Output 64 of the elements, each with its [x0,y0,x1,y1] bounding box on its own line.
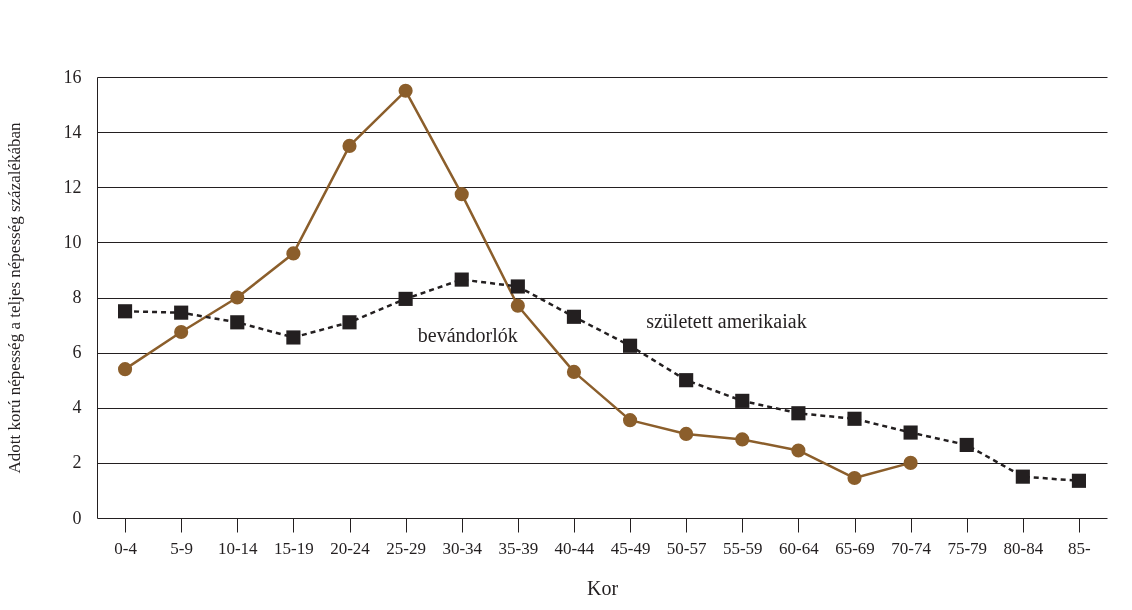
x-tick-label: 50-57 [666,538,707,558]
x-tick-label: 55-59 [722,538,763,558]
point [342,138,357,153]
point [117,362,133,377]
x-tick-label: 60-64 [779,538,820,558]
point [117,304,133,319]
x-tick-label: 40-44 [554,538,595,558]
point [679,426,694,441]
x-tick-label: 65-69 [835,538,875,558]
y-tick-label: 16 [63,66,82,87]
x-tick-label: 45-49 [610,538,651,558]
point [1015,469,1030,484]
y-axis-title: Adott korú népesség a teljes népesség százalékában [4,121,24,474]
point [847,411,862,426]
point [566,364,582,379]
point [398,291,413,306]
y-tick-label: 2 [72,452,82,473]
point [1071,473,1087,488]
point [903,455,918,470]
point [735,393,750,408]
point [454,272,469,287]
point [791,406,806,421]
point [230,315,245,330]
x-tick-label: 35-39 [498,538,539,558]
point [959,437,974,453]
series-label: bevándorlók [417,323,518,346]
point [342,315,357,330]
x-tick-label: 70-74 [891,538,932,558]
point [679,373,694,388]
point [622,413,638,428]
point [735,432,750,447]
y-tick-label: 10 [63,231,82,252]
x-tick-label: 0-4 [114,538,138,558]
y-tick-label: 4 [72,397,82,418]
y-tick-label: 0 [72,507,82,528]
y-tick-label: 14 [63,121,82,142]
x-tick-label: 80-84 [1003,538,1044,558]
point [398,83,413,98]
x-tick-label: 85- [1068,538,1092,558]
point [622,338,638,353]
x-tick-label: 30-34 [442,538,483,558]
point [791,443,806,458]
y-tick-label: 6 [72,342,82,363]
y-tick-label: 12 [63,176,82,197]
x-tick-label: 20-24 [330,538,371,558]
x-tick-label: 10-14 [217,538,259,558]
x-tick-label: 5-9 [170,538,193,558]
point [174,305,189,320]
point [454,187,469,202]
point [847,470,862,486]
x-tick-label: 25-29 [386,538,426,558]
x-axis-title: Kor [586,576,619,599]
x-tick-label: 75-79 [947,538,988,558]
point [903,425,918,440]
point [510,279,525,294]
point [286,246,301,261]
y-tick-label: 8 [72,287,82,307]
series-label: született amerikaiak [646,310,807,333]
point [566,309,582,324]
point [286,330,301,345]
x-tick-label: 15-19 [274,538,314,558]
point [510,298,525,313]
point [174,324,189,340]
point [230,290,245,305]
